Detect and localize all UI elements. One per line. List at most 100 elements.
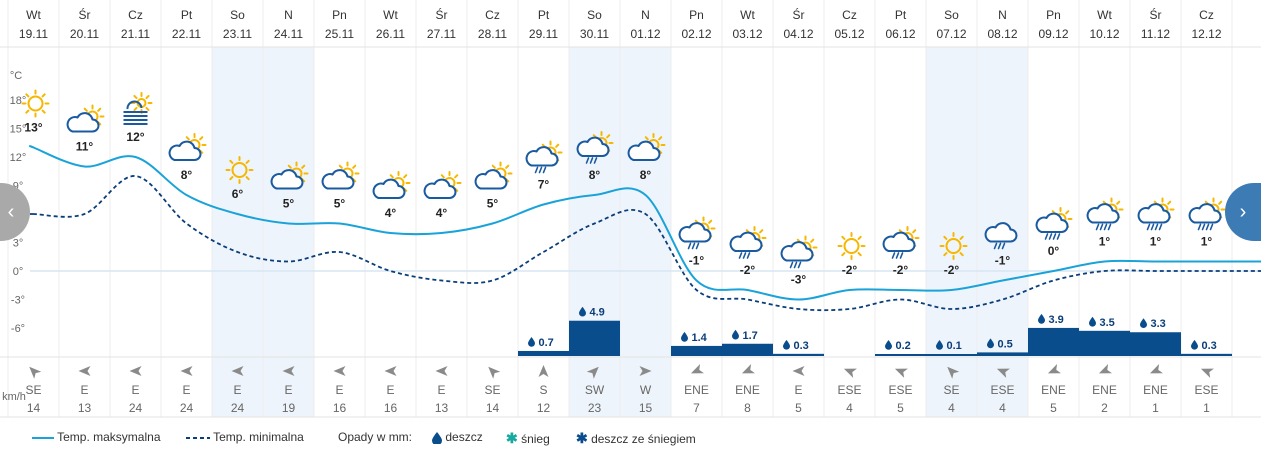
sleet-icon: ✱	[576, 430, 588, 446]
precip-bar	[1130, 332, 1181, 356]
precip-value: 3.3	[1151, 318, 1166, 330]
raindrop-icon	[987, 338, 994, 349]
raindrop-icon	[432, 431, 442, 446]
wind-speed: 5	[897, 401, 904, 415]
wind-arrow-icon	[1149, 364, 1163, 374]
wind-arrow-icon	[843, 368, 857, 378]
day-name: N	[998, 8, 1007, 22]
wind-arrow-icon	[129, 366, 142, 376]
wind-direction: E	[233, 383, 241, 397]
partly-cloudy-icon	[168, 133, 207, 161]
tmax-label: -2°	[842, 263, 858, 277]
precip-bar	[518, 350, 569, 356]
temperature-lines	[28, 145, 1261, 312]
fog-icon	[123, 92, 153, 125]
tmax-label: 7°	[538, 178, 550, 192]
wind-speed: 4	[846, 401, 853, 415]
day-name: Śr	[436, 7, 448, 22]
wind-speed: 8	[744, 401, 751, 415]
wind-speed: 24	[129, 401, 143, 415]
day-date: 12.12	[1191, 27, 1221, 41]
raindrop-icon	[1038, 313, 1045, 324]
heavy-rain-icon	[1188, 197, 1226, 231]
tmax-label: -2°	[944, 263, 960, 277]
weekend-shade	[620, 47, 671, 417]
day-name: Cz	[128, 8, 143, 22]
wind-speed: 1	[1152, 401, 1159, 415]
wind-direction: E	[182, 383, 190, 397]
day-name: Śr	[79, 7, 91, 22]
tmax-label: 11°	[76, 140, 94, 154]
precip-value: 3.5	[1100, 317, 1115, 329]
wind-speed: 19	[282, 401, 296, 415]
wind-direction: E	[335, 383, 343, 397]
day-name: Cz	[1199, 8, 1214, 22]
day-date: 29.11	[529, 27, 558, 41]
weekend-shade	[926, 47, 977, 417]
legend-rain: deszcz	[432, 430, 483, 446]
day-date: 24.11	[274, 27, 303, 41]
day-name: So	[587, 8, 602, 22]
wind-direction: ENE	[684, 383, 709, 397]
precip-value: 0.5	[998, 338, 1013, 350]
wind-speed: 4	[948, 401, 955, 415]
tmax-label: -2°	[893, 263, 909, 277]
wind-direction: SW	[585, 383, 605, 397]
labels-layer: °C18°15°12°9°6°3°0°-3°-6°km/hWt19.11Śr20…	[2, 7, 1222, 415]
legend-rain-label: deszcz	[445, 430, 483, 444]
tmax-label: 5°	[334, 197, 346, 211]
legend-tmax: Temp. maksymalna	[32, 430, 161, 444]
weekend-shade	[212, 47, 263, 417]
partly-cloudy-icon	[372, 171, 411, 199]
wind-direction: ESE	[837, 383, 861, 397]
wind-speed: 5	[1050, 401, 1057, 415]
legend-tmin: Temp. minimalna	[186, 430, 304, 444]
dashed-line-icon	[186, 436, 210, 439]
day-name: Wt	[1097, 8, 1112, 22]
precip-bar	[773, 353, 824, 356]
precip-label: 0.2	[885, 340, 911, 352]
tmax-label: 4°	[436, 206, 448, 220]
precip-bar	[722, 343, 773, 356]
snowflake-icon: ✱	[506, 430, 518, 446]
y-axis-tick: 0°	[13, 266, 24, 278]
day-date: 09.12	[1038, 27, 1068, 41]
wind-speed: 23	[588, 401, 602, 415]
partly-cloudy-icon	[627, 133, 666, 161]
wind-direction: ENE	[1041, 383, 1066, 397]
day-date: 21.11	[121, 27, 150, 41]
sun-icon	[939, 232, 968, 260]
wind-speed: 2	[1101, 401, 1108, 415]
day-date: 03.12	[732, 27, 762, 41]
wind-direction: SE	[484, 383, 500, 397]
raindrop-icon	[1191, 339, 1198, 350]
wind-unit: km/h	[2, 391, 26, 403]
precip-label: 0.1	[936, 340, 962, 352]
wind-speed: 16	[333, 401, 347, 415]
tmax-label: 4°	[385, 206, 397, 220]
weather-icons	[21, 89, 1226, 269]
precip-bar	[875, 354, 926, 356]
y-axis-tick: 9°	[13, 181, 24, 193]
y-axis-unit: °C	[10, 70, 22, 82]
precip-value: 3.9	[1049, 314, 1064, 326]
precip-value: 0.2	[896, 340, 911, 352]
legend-sleet-label: deszcz ze śniegiem	[591, 432, 696, 446]
wind-direction: E	[131, 383, 139, 397]
partly-cloudy-icon	[321, 161, 360, 190]
precip-value: 4.9	[590, 307, 605, 319]
precip-label: 3.9	[1038, 313, 1064, 326]
precip-label: 3.3	[1140, 318, 1166, 330]
wind-arrow-icon	[538, 365, 549, 377]
wind-arrow-icon	[639, 366, 652, 376]
solid-line-icon	[32, 436, 54, 439]
wind-speed: 15	[639, 401, 653, 415]
wind-direction: ENE	[735, 383, 760, 397]
wind-arrow-icon	[333, 366, 346, 376]
legend-sleet: ✱ deszcz ze śniegiem	[576, 430, 696, 447]
precip-bar	[1181, 353, 1232, 356]
day-name: Pn	[1046, 8, 1061, 22]
day-date: 04.12	[783, 27, 813, 41]
wind-arrow-icon	[792, 366, 805, 376]
day-name: N	[641, 8, 650, 22]
